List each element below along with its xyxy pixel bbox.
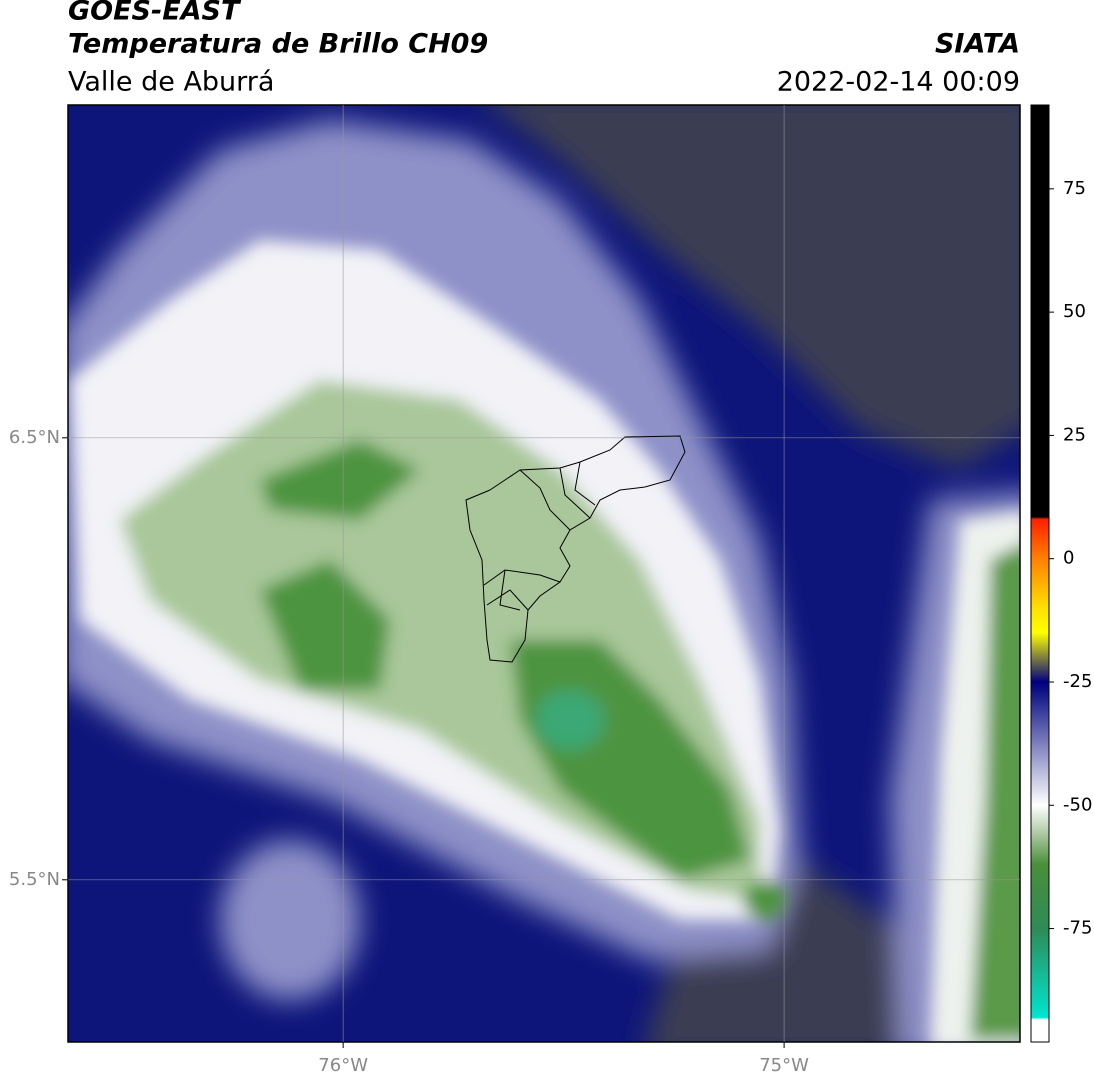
colorbar-tick-label: -25 xyxy=(1063,671,1092,692)
map-frame xyxy=(67,104,1021,1043)
colorbar-tick-label: -50 xyxy=(1063,794,1092,815)
y-tick-label: 5.5°N xyxy=(9,869,60,890)
source: SIATA xyxy=(935,29,1020,60)
colorbar-tick-label: 75 xyxy=(1063,178,1086,199)
subtitle: Temperatura de Brillo CH09 xyxy=(68,29,488,60)
y-tick-label: 6.5°N xyxy=(9,427,60,448)
datetime: 2022-02-14 00:09 xyxy=(777,67,1020,98)
region: Valle de Aburrá xyxy=(68,67,274,98)
colorbar-tick-label: 0 xyxy=(1063,548,1074,569)
municipal-boundaries xyxy=(465,435,686,663)
x-tick-label: 75°W xyxy=(759,1055,809,1076)
map-image xyxy=(68,105,1020,1042)
colorbar-tick-label: 50 xyxy=(1063,301,1086,322)
colorbar-tick-label: -75 xyxy=(1063,918,1092,939)
colorbar-tick-label: 25 xyxy=(1063,424,1086,445)
colorbar xyxy=(1030,104,1050,1043)
x-tick-label: 76°W xyxy=(318,1055,368,1076)
title: GOES-EAST xyxy=(68,0,242,27)
